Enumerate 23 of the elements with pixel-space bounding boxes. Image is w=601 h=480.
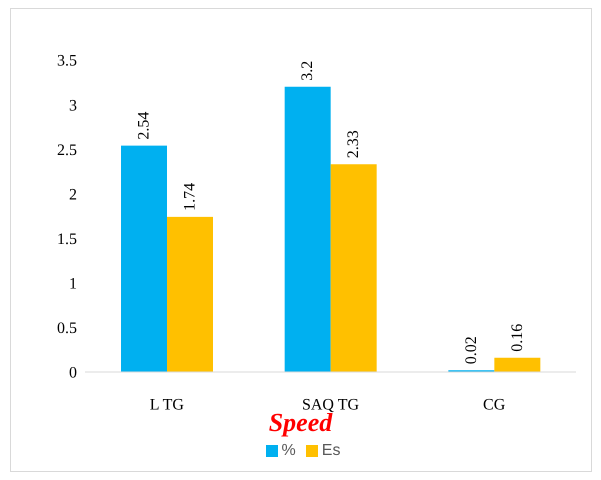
x-tick-label: CG bbox=[483, 396, 506, 414]
y-tick-label: 2 bbox=[69, 186, 77, 204]
data-label: 2.33 bbox=[345, 130, 362, 158]
y-tick-label: 3 bbox=[69, 97, 77, 114]
data-label: 0.16 bbox=[508, 324, 526, 352]
bar bbox=[167, 216, 214, 372]
data-label: 0.02 bbox=[462, 336, 480, 364]
data-label: 3.2 bbox=[299, 60, 316, 81]
y-tick-label: 0.5 bbox=[57, 320, 77, 338]
y-tick-label: 1 bbox=[69, 276, 77, 293]
data-label: 2.54 bbox=[136, 112, 153, 140]
x-tick-label: L TG bbox=[150, 396, 184, 414]
legend-label: % bbox=[282, 442, 296, 459]
y-tick-label: 2.5 bbox=[57, 142, 77, 159]
bar bbox=[121, 146, 168, 372]
bar bbox=[330, 164, 377, 372]
legend-label: Es bbox=[322, 442, 340, 459]
bar bbox=[284, 86, 331, 372]
y-tick-label: 1.5 bbox=[57, 230, 77, 248]
bar bbox=[494, 358, 540, 372]
data-label: 1.74 bbox=[182, 182, 199, 211]
y-tick-label: 3.5 bbox=[57, 52, 77, 70]
y-tick-label: 0 bbox=[69, 364, 77, 382]
